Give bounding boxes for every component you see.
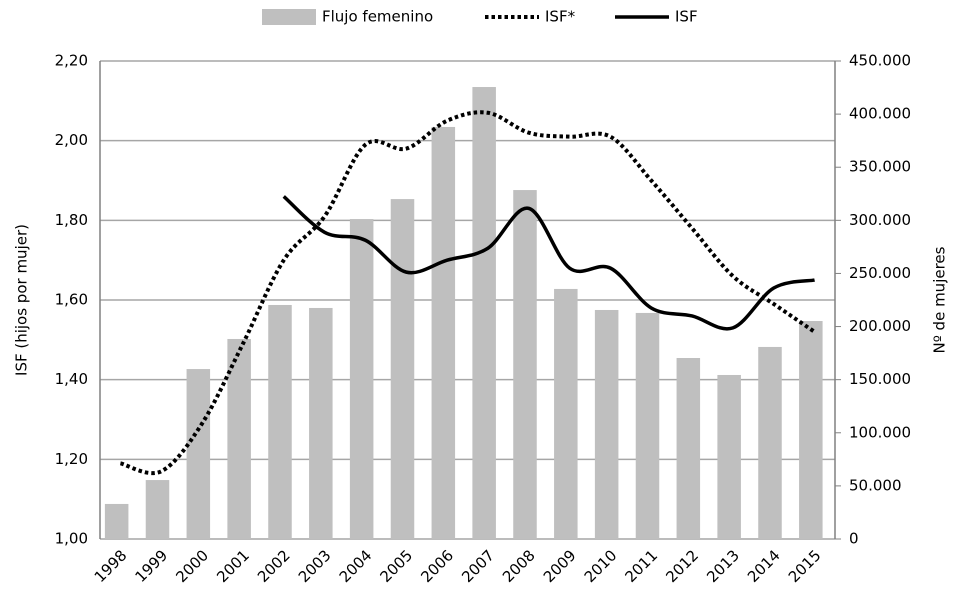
y-tick-label: 2,00	[55, 131, 88, 149]
bar	[309, 307, 333, 539]
x-tick-label: 1999	[132, 546, 172, 586]
y2-tick-label: 100.000	[849, 423, 911, 441]
x-tick-label: 2004	[336, 546, 376, 586]
legend-swatch	[262, 9, 316, 25]
x-tick-label: 1998	[91, 546, 131, 586]
y-tick-label: 1,80	[55, 211, 88, 229]
x-tick-label: 2000	[172, 546, 212, 586]
y-tick-label: 1,20	[55, 450, 88, 468]
x-tick-label: 2006	[417, 546, 457, 586]
y2-tick-label: 250.000	[849, 264, 911, 282]
bar	[676, 357, 701, 539]
x-tick-label: 2002	[254, 546, 294, 586]
x-tick-label: 2003	[295, 546, 335, 586]
x-tick-label: 2013	[703, 546, 743, 586]
x-tick-label: 2010	[581, 546, 621, 586]
legend-label: Flujo femenino	[322, 8, 433, 26]
bar	[268, 304, 292, 539]
y2-tick-label: 400.000	[849, 105, 911, 123]
bar	[594, 309, 619, 539]
y-tick-label: 1,40	[55, 370, 88, 388]
x-tick-label: 2008	[499, 546, 539, 586]
y-tick-label: 1,60	[55, 291, 88, 309]
bar	[717, 374, 741, 539]
bar	[758, 346, 782, 539]
bar	[145, 480, 170, 539]
bar	[472, 87, 496, 539]
x-tick-label: 2015	[785, 546, 825, 586]
bar	[635, 312, 660, 539]
bar	[186, 369, 211, 539]
line	[119, 110, 816, 476]
x-tick-label: 2011	[622, 546, 662, 586]
line	[282, 195, 815, 331]
y-tick-label: 1,00	[55, 530, 88, 548]
bar	[431, 126, 456, 540]
x-tick-label: 2014	[744, 546, 784, 586]
bar	[390, 199, 415, 540]
bar	[349, 219, 374, 540]
y-tick-label: 2,20	[55, 52, 88, 70]
x-tick-label: 2001	[213, 546, 253, 586]
x-tick-label: 2007	[458, 546, 498, 586]
bar	[227, 338, 251, 539]
x-tick-label: 2012	[662, 546, 702, 586]
y2-tick-label: 150.000	[849, 370, 911, 388]
bar	[799, 321, 823, 539]
y2-tick-label: 350.000	[849, 158, 911, 176]
y-axis-title: ISF (hijos por mujer)	[13, 224, 31, 376]
y2-tick-label: 0	[849, 530, 859, 548]
legend-label: ISF*	[545, 8, 576, 26]
legend-label: ISF	[675, 8, 698, 26]
y2-tick-label: 200.000	[849, 317, 911, 335]
bar	[104, 503, 129, 539]
y2-tick-label: 300.000	[849, 211, 911, 229]
x-tick-label: 2005	[377, 546, 417, 586]
bar	[513, 190, 537, 539]
y2-tick-label: 450.000	[849, 52, 911, 70]
y2-axis-title: Nº de mujeres	[931, 246, 949, 353]
y2-tick-label: 50.000	[849, 476, 902, 494]
bar	[554, 288, 578, 539]
x-tick-label: 2009	[540, 546, 580, 586]
